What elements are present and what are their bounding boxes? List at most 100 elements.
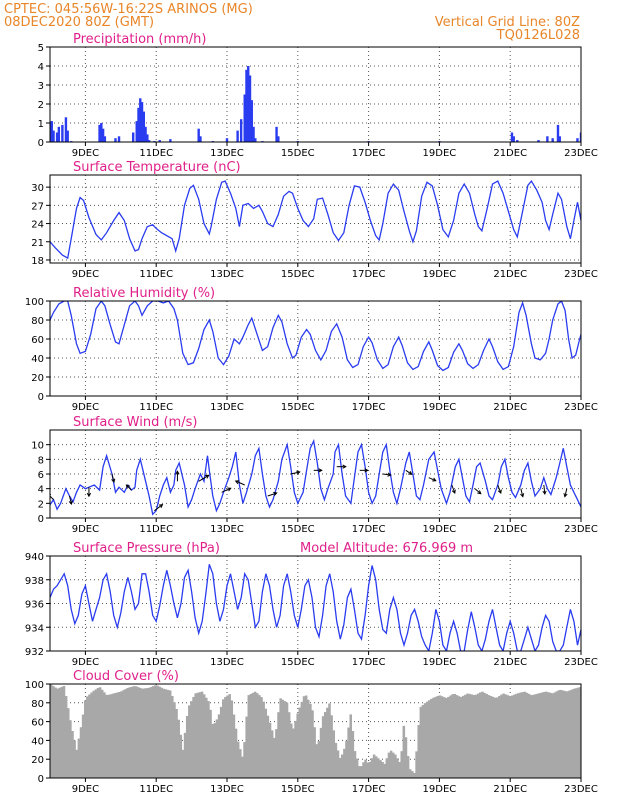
cloud-bar [315,744,319,778]
cloud-bar [404,737,408,778]
cloud-bar [330,715,333,778]
cloud-bar [400,751,403,778]
precip-bar [169,139,172,142]
y-tick-label: 5 [38,43,44,54]
cloud-bar [251,692,255,778]
cloud-bar [430,698,433,778]
cloud-bar [211,723,214,778]
series-line [50,564,581,651]
wind-arrow-head [497,489,502,494]
cloud-bar [158,686,161,778]
cloud-bar [130,686,134,778]
panel-frame [49,429,582,519]
panel-title: Cloud Cover (%) [73,669,179,684]
y-tick-label: 60 [31,718,44,729]
cloud-bar [449,695,452,778]
x-tick-label: 17DEC [352,657,386,668]
series-group [50,179,581,260]
wind-arrow-head [387,472,392,477]
wind-arrow [235,480,245,486]
cloud-bar [487,695,491,778]
cloud-bar [151,686,155,778]
cloud-bar [377,758,380,778]
series-line [50,179,581,260]
cloud-bar [374,756,378,778]
x-tick-label: 9DEC [72,784,99,795]
wind-arrow-head [273,491,278,496]
cloud-bar [402,725,406,778]
panel-frame [49,555,582,652]
cloud-bar [160,687,163,778]
cloud-bar [296,713,299,778]
precip-bar [103,136,107,142]
cloud-bar [547,692,550,778]
cloud-bar [253,691,257,778]
cloud-bar [234,728,238,778]
cloud-bar [64,695,68,778]
panel-3: Relative Humidity (%) 0 20 40 60 80 100 9DEC 11D… [25,286,598,413]
cloud-bar [542,691,546,778]
precip-bar [117,136,121,142]
y-tick-label: 24 [31,220,44,231]
cloud-bar [534,694,537,778]
cloud-bar [398,762,401,778]
precip-bar [55,132,59,142]
header-station: CPTEC: 045:56W-16:22S ARINOS (MG) [4,2,253,17]
precip-bar [537,140,540,142]
cloud-bar [183,732,187,778]
y-tick-label: 10 [31,441,44,452]
precip-bar [140,102,144,142]
cloud-bar [368,762,372,778]
cloud-bar [425,701,429,778]
x-tick-label: 19DEC [423,269,457,280]
cloud-bar [493,697,497,778]
precip-bar [247,66,250,142]
x-tick-label: 15DEC [281,784,315,795]
cloud-bar [372,754,376,778]
x-tick-label: 15DEC [281,402,315,413]
cloud-bar [147,687,151,778]
cloud-bar [164,689,168,778]
precip-bar [64,117,68,142]
cloud-bar [304,695,308,778]
wind-arrow-head [175,470,180,475]
cloud-bar [432,697,435,778]
cloud-bar [69,720,72,778]
y-tick-label: 40 [31,354,44,365]
precip-bar [98,124,101,142]
cloud-bar [307,699,310,778]
cloud-bar [256,693,259,778]
cloud-bar [485,693,488,778]
precip-bar [510,132,514,142]
cloud-bar [287,712,291,778]
cloud-bar [464,694,467,778]
cloud-bar [406,756,410,778]
cloud-bar [347,727,350,778]
x-tick-label: 23DEC [564,269,598,280]
wind-arrow-head [520,493,525,498]
y-tick-label: 0 [38,774,44,785]
cloud-bar [290,723,293,778]
x-tick-label: 13DEC [210,524,244,535]
panel-title: Precipitation (mm/h) [73,32,206,47]
x-tick-label: 13DEC [210,657,244,668]
x-tick-label: 9DEC [72,402,99,413]
cloud-bar [576,687,580,778]
cloud-bar [77,738,81,778]
cloud-bar [394,754,397,778]
cloud-bar [343,748,346,778]
wind-arrow [111,473,115,483]
precip-bar [516,140,519,142]
cloud-bar [166,689,170,778]
y-tick-label: 1 [38,119,44,130]
cloud-bar [115,692,119,778]
panel-frame [49,46,582,143]
cloud-bar [107,694,110,778]
y-tick-label: 0 [38,392,44,403]
wind-arrow-head [318,468,323,473]
cloud-bar [481,691,484,778]
cloud-bar [264,708,268,778]
cloud-bar [383,763,386,778]
x-tick-label: 13DEC [210,269,244,280]
